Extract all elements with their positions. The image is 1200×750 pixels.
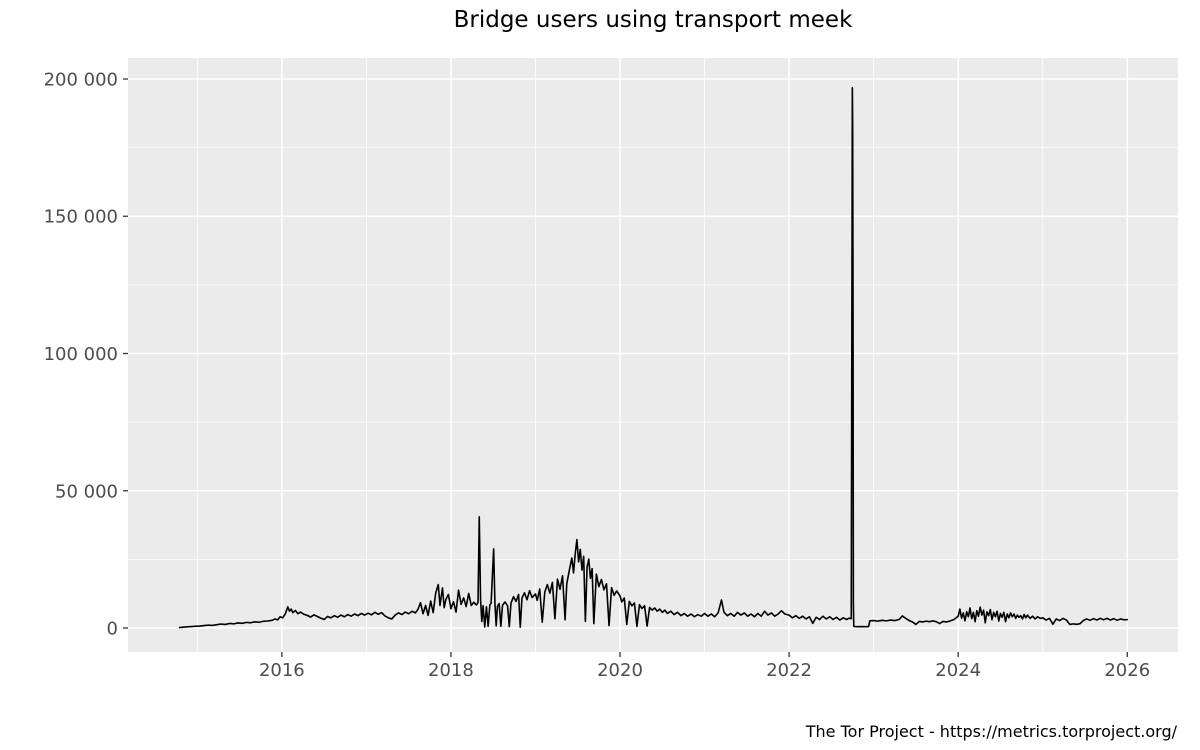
y-tick-label: 100 000: [44, 344, 118, 365]
attribution-text: The Tor Project - https://metrics.torpro…: [805, 722, 1177, 741]
x-tick-label: 2022: [766, 660, 812, 681]
y-tick-label: 200 000: [44, 69, 118, 90]
data-line-meek-users: [178, 86, 1129, 629]
x-tick-label: 2024: [935, 660, 981, 681]
x-tick-label: 2026: [1104, 660, 1150, 681]
y-tick-label: 50 000: [55, 481, 118, 502]
panel-background: [128, 58, 1178, 652]
x-tick-label: 2016: [259, 660, 305, 681]
chart-title: Bridge users using transport meek: [453, 7, 853, 33]
x-tick-label: 2020: [597, 660, 643, 681]
y-tick-label: 0: [107, 619, 118, 640]
y-tick-label: 150 000: [44, 207, 118, 228]
x-tick-label: 2018: [428, 660, 474, 681]
